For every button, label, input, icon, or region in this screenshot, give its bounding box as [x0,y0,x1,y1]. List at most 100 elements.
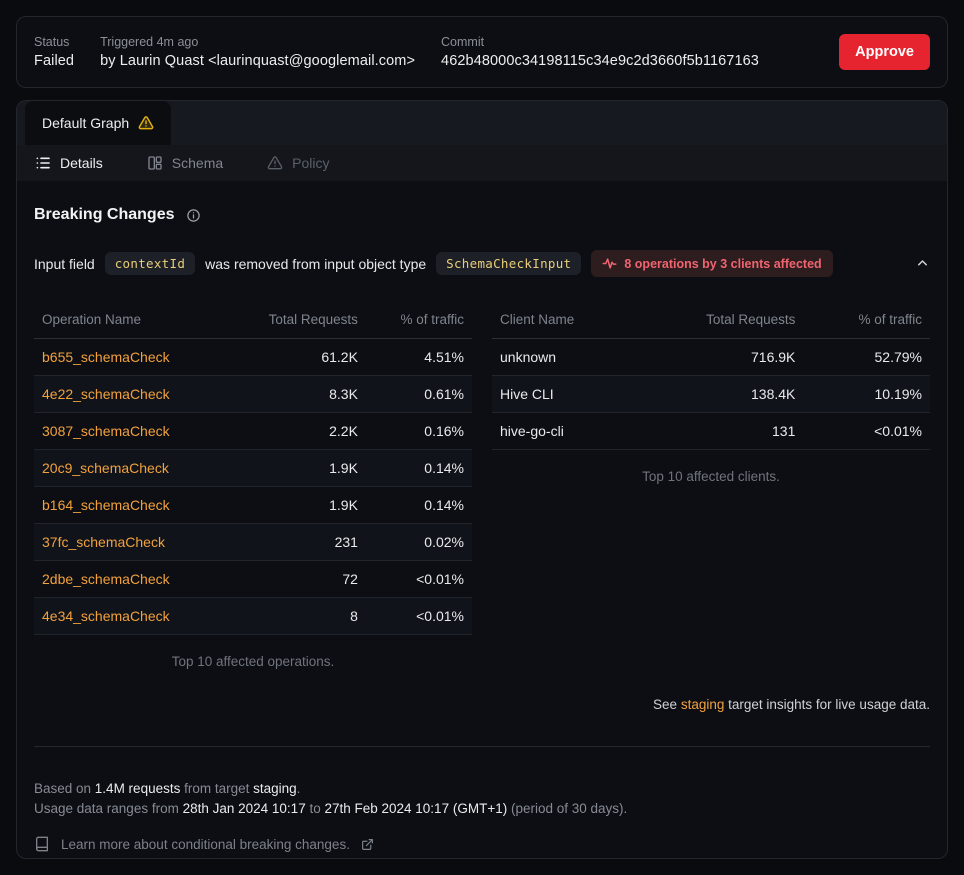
tab-policy-label: Policy [292,155,330,171]
insights-note-pre: See [653,697,681,712]
table-row: unknown 716.9K 52.79% [492,338,930,376]
check-subnav: Details Schema Policy [17,145,947,181]
triggered-block: Triggered 4m ago by Laurin Quast <laurin… [100,35,415,69]
operation-link[interactable]: 3087_schemaCheck [34,412,226,450]
usage-summary: Based on 1.4M requests from target stagi… [34,779,930,819]
tab-schema-label: Schema [171,155,224,171]
summary-text: Based on [34,781,95,796]
status-value: Failed [34,53,75,69]
table-row: 2dbe_schemaCheck 72 <0.01% [34,560,472,598]
operations-caption: Top 10 affected operations. [171,654,335,669]
operation-link[interactable]: 37fc_schemaCheck [34,523,226,561]
columns-icon [147,155,163,171]
info-icon[interactable] [186,208,201,223]
summary-text: Usage data ranges from [34,801,183,816]
column-header: Operation Name [34,301,226,339]
requests-cell: 72 [225,560,366,598]
tab-details-label: Details [60,155,103,171]
summary-text: from target [180,781,254,796]
table-row: 4e34_schemaCheck 8 <0.01% [34,597,472,635]
usage-summary-line2: Usage data ranges from 28th Jan 2024 10:… [34,799,930,819]
traffic-cell: 4.51% [365,338,472,376]
traffic-cell: 10.19% [803,375,930,413]
requests-cell: 231 [225,523,366,561]
commit-label: Commit [441,35,485,49]
learn-more-label: Learn more about conditional breaking ch… [61,836,350,852]
status-block: Status Failed [34,35,74,69]
staging-target-link[interactable]: staging [680,697,725,712]
requests-cell: 8.3K [225,375,366,413]
operation-link[interactable]: 4e22_schemaCheck [34,375,226,413]
traffic-cell: 0.16% [365,412,472,450]
clients-table-wrap: Client Name Total Requests % of traffic … [492,301,930,669]
warning-triangle-icon [138,115,154,131]
status-label: Status [34,35,70,49]
usage-tables: Operation Name Total Requests % of traff… [34,301,930,669]
traffic-cell: 0.14% [365,449,472,487]
target-name: staging [253,781,297,796]
tab-policy[interactable]: Policy [267,155,330,171]
approve-button[interactable]: Approve [839,34,930,70]
triggered-label: Triggered 4m ago [100,35,199,49]
requests-cell: 716.9K [635,338,804,376]
requests-cell: 1.9K [225,449,366,487]
external-link-icon [361,838,374,851]
pulse-icon [602,256,617,271]
insights-note-post: target insights for live usage data. [724,697,930,712]
table-row: 3087_schemaCheck 2.2K 0.16% [34,412,472,450]
operation-link[interactable]: b164_schemaCheck [34,486,226,524]
operations-table-wrap: Operation Name Total Requests % of traff… [34,301,472,669]
operations-table: Operation Name Total Requests % of traff… [34,301,472,635]
traffic-cell: 0.14% [365,486,472,524]
table-row: Hive CLI 138.4K 10.19% [492,375,930,413]
tab-default-graph[interactable]: Default Graph [25,101,172,145]
traffic-cell: <0.01% [803,412,930,450]
graph-tab-label: Default Graph [42,115,130,131]
traffic-cell: 0.61% [365,375,472,413]
tab-details[interactable]: Details [35,155,103,171]
clients-caption: Top 10 affected clients. [642,469,780,484]
summary-text: to [305,801,325,816]
table-row: 4e22_schemaCheck 8.3K 0.61% [34,375,472,413]
column-header: Total Requests [635,301,804,339]
operation-link[interactable]: b655_schemaCheck [34,338,226,376]
table-row: b164_schemaCheck 1.9K 0.14% [34,486,472,524]
learn-more-link[interactable]: Learn more about conditional breaking ch… [34,836,930,852]
requests-count: 1.4M requests [94,781,181,796]
footer-divider [34,746,930,747]
table-row: 37fc_schemaCheck 231 0.02% [34,523,472,561]
change-field-chip: contextId [104,252,196,275]
chevron-up-icon[interactable] [915,256,930,271]
traffic-cell: 52.79% [803,338,930,376]
range-end-date: 27th Feb 2024 10:17 (GMT+1) [324,801,508,816]
operation-link[interactable]: 20c9_schemaCheck [34,449,226,487]
column-header: % of traffic [803,301,930,339]
requests-cell: 61.2K [225,338,366,376]
insights-note: See staging target insights for live usa… [34,697,930,712]
breaking-change-row[interactable]: Input field contextId was removed from i… [34,250,930,277]
schema-check-panel: Default Graph Details [16,100,948,859]
client-name-cell: unknown [492,338,636,376]
table-row: hive-go-cli 131 <0.01% [492,412,930,450]
operation-link[interactable]: 4e34_schemaCheck [34,597,226,635]
range-start-date: 28th Jan 2024 10:17 [182,801,306,816]
book-icon [34,836,50,852]
affected-operations-badge[interactable]: 8 operations by 3 clients affected [591,250,833,277]
tab-schema[interactable]: Schema [147,155,223,171]
requests-cell: 131 [635,412,804,450]
graph-tab-strip: Default Graph [17,101,947,145]
clients-table: Client Name Total Requests % of traffic … [492,301,930,450]
change-text-2: was removed from input object type [205,255,427,272]
client-name-cell: hive-go-cli [492,412,636,450]
list-icon [35,155,51,171]
table-row: 20c9_schemaCheck 1.9K 0.14% [34,449,472,487]
table-row: b655_schemaCheck 61.2K 4.51% [34,338,472,376]
operation-link[interactable]: 2dbe_schemaCheck [34,560,226,598]
traffic-cell: 0.02% [365,523,472,561]
requests-cell: 2.2K [225,412,366,450]
change-type-chip: SchemaCheckInput [436,252,582,275]
commit-hash: 462b48000c34198115c34e9c2d3660f5b1167163 [441,53,759,69]
traffic-cell: <0.01% [365,560,472,598]
client-name-cell: Hive CLI [492,375,636,413]
details-content: Breaking Changes Input field contextId w… [17,181,947,858]
